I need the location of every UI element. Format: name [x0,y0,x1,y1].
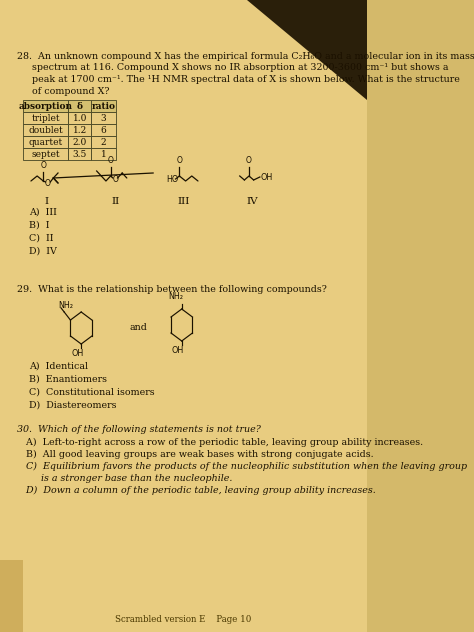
FancyBboxPatch shape [23,100,68,112]
Text: B)  I: B) I [29,221,50,230]
Text: 29.  What is the relationship between the following compounds?: 29. What is the relationship between the… [17,285,327,294]
Text: 1.0: 1.0 [73,114,87,123]
Text: B)  All good leaving groups are weak bases with strong conjugate acids.: B) All good leaving groups are weak base… [17,450,374,459]
Text: ratio: ratio [91,102,116,111]
Text: O: O [108,156,113,165]
FancyBboxPatch shape [91,124,116,136]
Text: OH: OH [261,173,273,181]
FancyBboxPatch shape [68,124,91,136]
Text: is a stronger base than the nucleophile.: is a stronger base than the nucleophile. [17,474,232,483]
Text: C)  Constitutional isomers: C) Constitutional isomers [29,388,155,397]
Text: quartet: quartet [28,138,63,147]
FancyBboxPatch shape [23,148,68,160]
Text: of compound X?: of compound X? [17,87,109,95]
Text: 3.5: 3.5 [73,150,87,159]
Text: 1.2: 1.2 [73,126,87,135]
Text: A)  III: A) III [29,208,57,217]
Text: 1: 1 [101,150,107,159]
FancyBboxPatch shape [68,100,91,112]
FancyBboxPatch shape [0,0,366,632]
Text: NH₂: NH₂ [58,301,73,310]
FancyBboxPatch shape [91,136,116,148]
FancyBboxPatch shape [91,148,116,160]
Text: B)  Enantiomers: B) Enantiomers [29,375,108,384]
Text: OH: OH [172,346,184,355]
Text: D)  Diastereomers: D) Diastereomers [29,401,117,410]
Text: doublet: doublet [28,126,63,135]
Text: A)  Identical: A) Identical [29,362,89,371]
Text: C)  Equilibrium favors the products of the nucleophilic substitution when the le: C) Equilibrium favors the products of th… [17,462,467,471]
FancyBboxPatch shape [23,112,68,124]
Text: 3: 3 [101,114,107,123]
Text: D)  IV: D) IV [29,247,57,256]
Text: absorption: absorption [18,102,73,111]
FancyBboxPatch shape [68,112,91,124]
Text: Scrambled version E    Page 10: Scrambled version E Page 10 [115,615,252,624]
Text: C)  II: C) II [29,234,54,243]
Text: 2: 2 [101,138,107,147]
Text: III: III [178,197,190,206]
Text: O: O [176,156,182,165]
Text: and: and [130,324,148,332]
Text: O: O [45,178,51,188]
FancyBboxPatch shape [0,560,23,632]
FancyBboxPatch shape [91,112,116,124]
Text: peak at 1700 cm⁻¹. The ¹H NMR spectral data of X is shown below. What is the str: peak at 1700 cm⁻¹. The ¹H NMR spectral d… [17,75,460,84]
Text: δ: δ [77,102,82,111]
Polygon shape [247,0,366,100]
FancyBboxPatch shape [91,100,116,112]
Text: 30.  Which of the following statements is not true?: 30. Which of the following statements is… [17,425,261,434]
Text: II: II [111,197,119,206]
Text: IV: IV [246,197,258,206]
Text: OH: OH [71,349,83,358]
FancyBboxPatch shape [23,124,68,136]
Text: O: O [246,156,252,165]
FancyBboxPatch shape [68,148,91,160]
Text: 2.0: 2.0 [73,138,87,147]
Text: HO: HO [166,174,179,183]
Text: triplet: triplet [31,114,60,123]
Text: spectrum at 116. Compound X shows no IR absorption at 3200-3600 cm⁻¹ but shows a: spectrum at 116. Compound X shows no IR … [17,63,448,73]
Text: I: I [45,197,48,206]
Text: O: O [40,161,46,170]
Text: O: O [112,174,118,183]
Text: 6: 6 [101,126,107,135]
Text: NH₂: NH₂ [168,292,183,301]
Text: D)  Down a column of the periodic table, leaving group ability increases.: D) Down a column of the periodic table, … [17,486,376,495]
Text: A)  Left-to-right across a row of the periodic table, leaving group ability incr: A) Left-to-right across a row of the per… [17,438,423,447]
FancyBboxPatch shape [68,136,91,148]
Text: 28.  An unknown compound X has the empirical formula C₂H₆O and a molecular ion i: 28. An unknown compound X has the empiri… [17,52,474,61]
FancyBboxPatch shape [23,136,68,148]
Text: septet: septet [31,150,60,159]
